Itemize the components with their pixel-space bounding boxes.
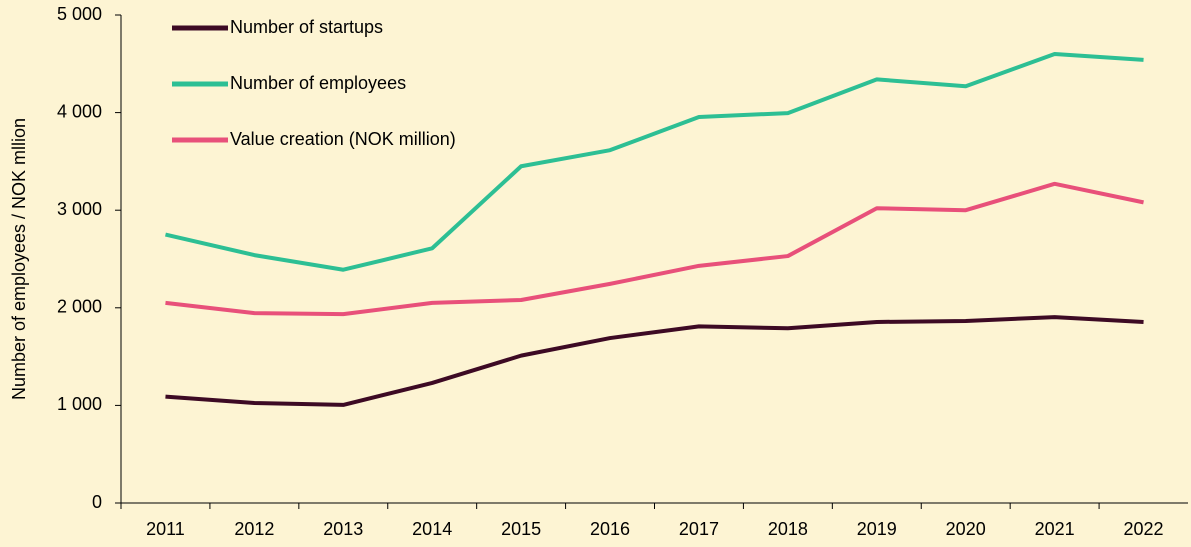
y-axis-label: Number of employees / NOK mllion	[9, 118, 29, 400]
series-line	[165, 52, 1144, 272]
x-tick-label: 2013	[323, 519, 363, 539]
x-tick-label: 2017	[679, 519, 719, 539]
legend-label: Value creation (NOK million)	[230, 129, 456, 149]
x-tick-label: 2022	[1124, 519, 1164, 539]
y-tick-label: 2 000	[57, 297, 102, 317]
x-tick-label: 2021	[1035, 519, 1075, 539]
y-tick-label: 5 000	[57, 4, 102, 24]
y-tick-label: 0	[92, 492, 102, 512]
x-tick-label: 2018	[768, 519, 808, 539]
series-line	[165, 315, 1144, 407]
legend-label: Number of startups	[230, 17, 383, 37]
legend-label: Number of employees	[230, 73, 406, 93]
x-tick-label: 2019	[857, 519, 897, 539]
y-tick-label: 4 000	[57, 101, 102, 121]
x-tick-label: 2012	[234, 519, 274, 539]
x-tick-label: 2015	[501, 519, 541, 539]
x-tick-label: 2014	[412, 519, 452, 539]
x-tick-label: 2011	[146, 519, 185, 539]
y-tick-label: 3 000	[57, 199, 102, 219]
x-tick-label: 2020	[946, 519, 986, 539]
series-line	[165, 181, 1144, 317]
x-tick-label: 2016	[590, 519, 630, 539]
y-tick-label: 1 000	[57, 394, 102, 414]
